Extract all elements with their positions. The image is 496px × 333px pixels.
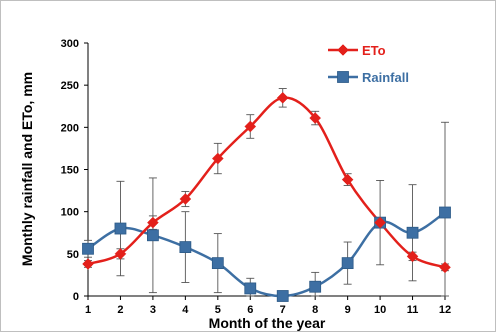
eto-data-point <box>114 247 127 260</box>
x-axis-title: Month of the year <box>209 315 326 331</box>
eto-data-point <box>309 112 322 124</box>
eto-series-line <box>87 96 446 269</box>
rainfall-data-point <box>179 241 192 253</box>
eto-data-point <box>341 173 354 186</box>
x-tick-label: 1 <box>85 304 91 316</box>
rainfall-data-point <box>114 222 127 235</box>
rainfall-data-point <box>309 280 322 293</box>
eto-data-point <box>179 193 192 205</box>
rainfall-legend-marker <box>337 71 349 83</box>
x-tick-label: 10 <box>374 304 386 316</box>
y-tick-label: 100 <box>61 207 79 219</box>
y-axis-title: Monthly rainfall and ETo, mm <box>19 72 35 266</box>
eto-data-point <box>406 250 419 263</box>
error-bars <box>84 88 449 297</box>
rainfall-data-point <box>82 242 94 255</box>
x-tick-label: 12 <box>439 304 451 316</box>
x-tick-label: 6 <box>247 304 253 316</box>
rainfall-series-line <box>87 211 446 298</box>
eto-data-point <box>374 216 386 229</box>
rainfall-data-point <box>244 282 257 295</box>
eto-data-point <box>147 216 159 229</box>
eto-data-point <box>211 152 224 165</box>
x-tick-label: 11 <box>407 304 419 316</box>
x-tick-label: 8 <box>312 304 318 316</box>
eto-data-point <box>439 261 451 274</box>
y-tick-label: 150 <box>61 165 79 177</box>
rainfall-data-point <box>276 290 289 302</box>
y-tick-label: 50 <box>67 249 79 261</box>
legend: ETo Rainfall <box>328 43 409 85</box>
eto-legend-marker <box>337 44 349 56</box>
rainfall-data-point <box>147 229 159 242</box>
x-tick-label: 7 <box>280 304 286 316</box>
rainfall-legend-label: Rainfall <box>362 70 409 85</box>
x-tick-label: 9 <box>345 304 351 316</box>
rainfall-data-point <box>211 257 224 270</box>
eto-legend-label: ETo <box>362 43 386 58</box>
rainfall-data-point <box>406 226 419 239</box>
x-tick-label: 3 <box>150 304 156 316</box>
y-tick-label: 200 <box>61 122 79 134</box>
y-tick-label: 300 <box>61 38 79 50</box>
x-tick-label: 5 <box>215 304 221 316</box>
y-tick-label: 250 <box>61 80 79 92</box>
series-lines <box>87 96 446 298</box>
series-markers <box>82 91 451 302</box>
rainfall-data-point <box>341 257 354 270</box>
eto-data-point <box>82 258 94 270</box>
eto-data-point <box>276 91 289 104</box>
x-tick-label: 2 <box>117 304 123 316</box>
eto-data-point <box>244 120 257 133</box>
y-tick-label: 0 <box>73 291 79 303</box>
x-tick-label: 4 <box>182 304 189 316</box>
rainfall-data-point <box>439 206 451 219</box>
